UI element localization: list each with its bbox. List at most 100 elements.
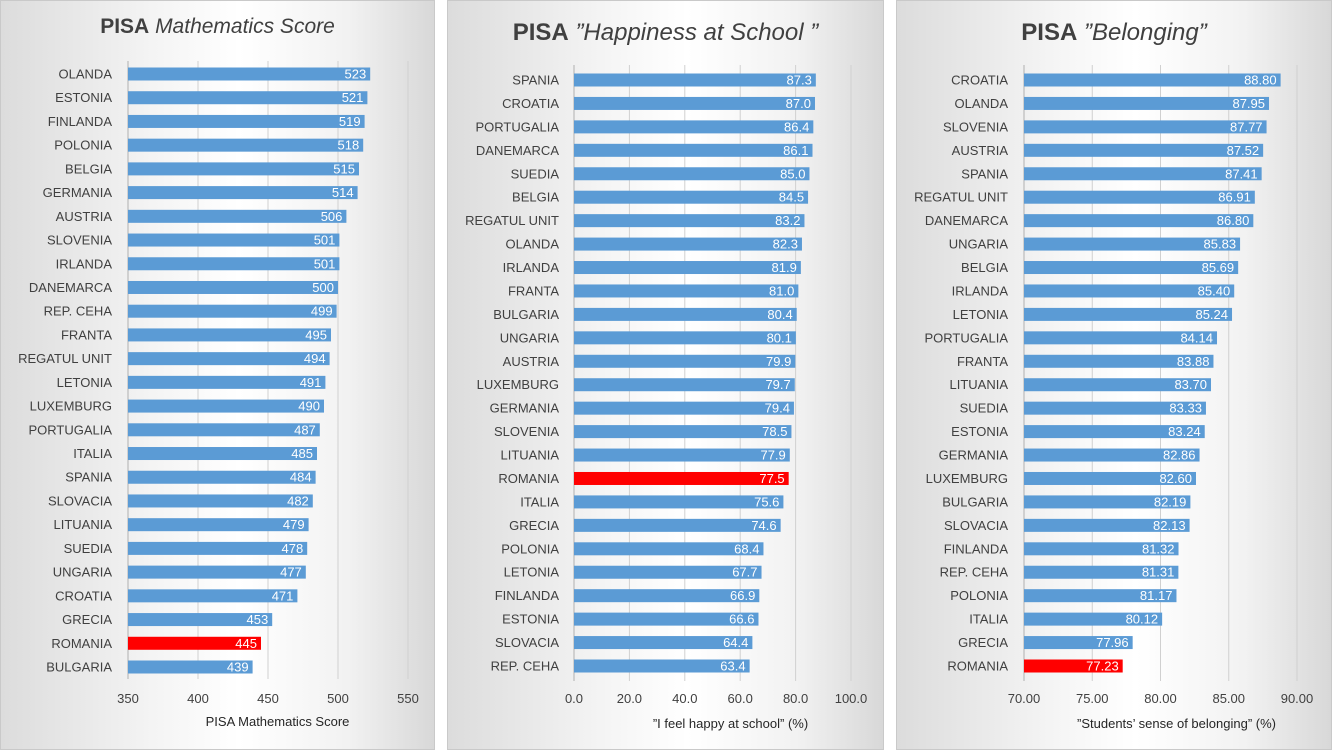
bar <box>128 518 309 532</box>
data-label: 64.4 <box>723 635 748 650</box>
chart-title-bold: PISA <box>1021 19 1078 46</box>
bar <box>128 660 253 674</box>
data-label: 81.0 <box>769 283 794 298</box>
category-label: UNGARIA <box>53 565 113 580</box>
data-label: 86.80 <box>1217 213 1250 228</box>
data-label: 499 <box>311 304 333 319</box>
category-label: DANEMARCA <box>925 213 1008 228</box>
data-label: 523 <box>344 67 366 82</box>
category-label: FINLANDA <box>48 114 113 129</box>
x-tick-label: 70.00 <box>1008 691 1041 706</box>
category-label: LETONIA <box>953 307 1009 322</box>
x-axis-label: PISA Mathematics Score <box>205 714 350 729</box>
category-label: REP. CEHA <box>44 304 113 319</box>
x-tick-label: 100.0 <box>835 691 868 706</box>
category-label: OLANDA <box>506 237 560 252</box>
data-label: 82.19 <box>1154 494 1187 509</box>
data-label: 453 <box>246 612 268 627</box>
bar <box>574 378 795 392</box>
data-label: 86.91 <box>1218 190 1251 205</box>
data-label: 77.23 <box>1086 659 1119 674</box>
category-label: REP. CEHA <box>491 659 560 674</box>
bar <box>574 190 809 204</box>
data-label: 85.69 <box>1202 260 1235 275</box>
data-label: 80.12 <box>1126 612 1159 627</box>
bar <box>128 565 306 579</box>
data-label: 471 <box>272 588 294 603</box>
category-label: SLOVENIA <box>943 119 1008 134</box>
data-label: 490 <box>298 399 320 414</box>
category-label: PORTUGALIA <box>475 119 559 134</box>
data-label: 487 <box>294 422 316 437</box>
bar <box>1024 448 1200 462</box>
data-label: 84.14 <box>1180 330 1213 345</box>
data-label: 86.4 <box>784 119 809 134</box>
bar <box>574 307 797 321</box>
category-label: LETONIA <box>57 375 113 390</box>
category-label: REP. CEHA <box>940 565 1009 580</box>
bar <box>128 613 273 627</box>
bar <box>128 447 317 461</box>
chart-title-italic: ”Happiness at School ” <box>575 19 819 46</box>
category-label: IRLANDA <box>56 256 113 271</box>
category-label: FINLANDA <box>495 588 560 603</box>
category-label: SLOVENIA <box>47 233 112 248</box>
bar <box>1024 331 1218 345</box>
bar <box>1024 542 1179 556</box>
bar <box>574 612 759 626</box>
x-tick-label: 0.0 <box>565 691 583 706</box>
data-label: 479 <box>283 517 305 532</box>
x-tick-label: 500 <box>327 691 349 706</box>
category-label: BULGARIA <box>942 494 1008 509</box>
category-label: UNGARIA <box>949 237 1009 252</box>
bar <box>128 352 330 366</box>
bar <box>1024 307 1233 321</box>
data-label: 81.31 <box>1142 565 1175 580</box>
category-label: IRLANDA <box>952 283 1009 298</box>
bar <box>574 143 813 157</box>
bar <box>574 636 753 650</box>
category-label: FRANTA <box>508 283 559 298</box>
data-label: 81.17 <box>1140 588 1173 603</box>
data-label: 78.5 <box>762 424 787 439</box>
category-label: GERMANIA <box>939 448 1009 463</box>
category-label: BELGIA <box>512 190 559 205</box>
bar <box>1024 401 1206 415</box>
data-label: 491 <box>300 375 322 390</box>
data-label: 439 <box>227 660 249 675</box>
data-label: 83.24 <box>1168 424 1201 439</box>
data-label: 82.3 <box>773 237 798 252</box>
data-label: 506 <box>321 209 343 224</box>
bar <box>574 518 781 532</box>
bar <box>1024 471 1196 485</box>
category-label: SUEDIA <box>511 166 560 181</box>
bar <box>1024 518 1190 532</box>
bar <box>128 186 358 200</box>
bar-highlight <box>574 471 789 485</box>
data-label: 85.0 <box>780 166 805 181</box>
data-label: 66.9 <box>730 588 755 603</box>
bar <box>1024 425 1205 439</box>
x-tick-label: 550 <box>397 691 419 706</box>
data-label: 500 <box>312 280 334 295</box>
chart-title: PISA Mathematics Score <box>1 15 434 39</box>
bar <box>1024 495 1191 509</box>
category-label: POLONIA <box>501 541 559 556</box>
data-label: 67.7 <box>732 565 757 580</box>
category-label: ESTONIA <box>951 424 1008 439</box>
x-tick-label: 60.0 <box>728 691 753 706</box>
data-label: 82.13 <box>1153 518 1186 533</box>
data-label: 86.1 <box>783 143 808 158</box>
bar <box>574 448 790 462</box>
data-label: 83.33 <box>1169 401 1202 416</box>
data-label: 81.9 <box>772 260 797 275</box>
bar <box>128 399 324 413</box>
data-label: 83.2 <box>775 213 800 228</box>
data-label: 495 <box>305 327 327 342</box>
bar <box>128 423 320 437</box>
category-label: LITUANIA <box>949 377 1008 392</box>
x-tick-label: 400 <box>187 691 209 706</box>
category-label: ITALIA <box>969 612 1008 627</box>
data-label: 77.96 <box>1096 635 1129 650</box>
category-label: ESTONIA <box>502 612 559 627</box>
